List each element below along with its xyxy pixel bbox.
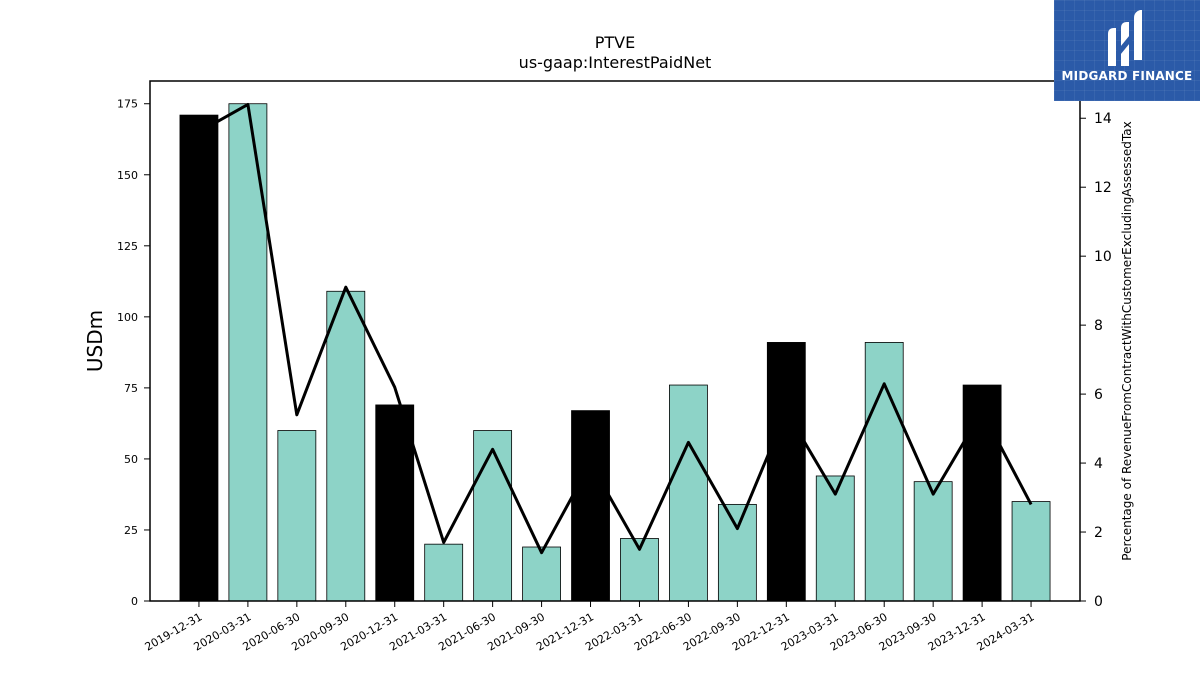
y2-tick-label: 10 bbox=[1094, 249, 1112, 265]
y-tick-label: 100 bbox=[117, 311, 138, 324]
bar bbox=[326, 290, 366, 602]
y2-tick-label: 4 bbox=[1094, 456, 1103, 472]
bar bbox=[277, 430, 317, 602]
bar bbox=[669, 384, 708, 602]
plot-frame bbox=[149, 80, 1081, 602]
series-line bbox=[198, 102, 1033, 555]
bar bbox=[864, 342, 904, 602]
y2-tick-label: 12 bbox=[1094, 180, 1112, 196]
line-series bbox=[198, 102, 1033, 555]
bar bbox=[179, 114, 219, 602]
y-axis-right: 0 2 4 6 8 10 12 14 bbox=[1080, 111, 1112, 610]
y2-tick-label: 0 bbox=[1094, 594, 1103, 610]
y-tick-label: 0 bbox=[131, 595, 138, 608]
bar bbox=[913, 481, 953, 602]
y-tick-label: 150 bbox=[117, 169, 138, 182]
logo-mark-icon bbox=[1108, 10, 1142, 66]
bar bbox=[424, 543, 464, 602]
bar bbox=[522, 546, 561, 602]
y2-axis-label: Percentage of RevenueFromContractWithCus… bbox=[1120, 121, 1134, 560]
y2-tick-label: 6 bbox=[1094, 387, 1103, 403]
y2-tick-label: 8 bbox=[1094, 318, 1103, 334]
y-tick-label: 75 bbox=[124, 382, 138, 395]
y-axis-label: USDm bbox=[83, 310, 107, 372]
x-axis: 2019-12-312020-03-312020-06-302020-09-30… bbox=[143, 601, 1037, 654]
y2-tick-label: 2 bbox=[1094, 525, 1103, 541]
y-axis-left: 0 25 50 75 100 125 150 175 bbox=[117, 98, 150, 608]
bar bbox=[473, 430, 513, 602]
logo-text: MIDGARD FINANCE bbox=[1061, 69, 1193, 83]
brand-logo: MIDGARD FINANCE bbox=[1054, 0, 1200, 101]
chart-subtitle: us-gaap:InterestPaidNet bbox=[519, 53, 712, 72]
bar bbox=[962, 384, 1002, 602]
bar-series bbox=[179, 103, 1051, 602]
y-tick-label: 175 bbox=[117, 98, 138, 111]
bar bbox=[815, 475, 855, 602]
bar bbox=[717, 503, 757, 602]
y-tick-label: 125 bbox=[117, 240, 138, 253]
bar bbox=[1011, 501, 1051, 602]
bar bbox=[375, 404, 415, 602]
chart-title: PTVE bbox=[595, 33, 635, 52]
bar bbox=[571, 410, 610, 602]
bar bbox=[766, 342, 806, 602]
y-tick-label: 50 bbox=[124, 453, 138, 466]
bar bbox=[228, 103, 268, 602]
y2-tick-label: 14 bbox=[1094, 111, 1112, 127]
y-tick-label: 25 bbox=[124, 524, 138, 537]
